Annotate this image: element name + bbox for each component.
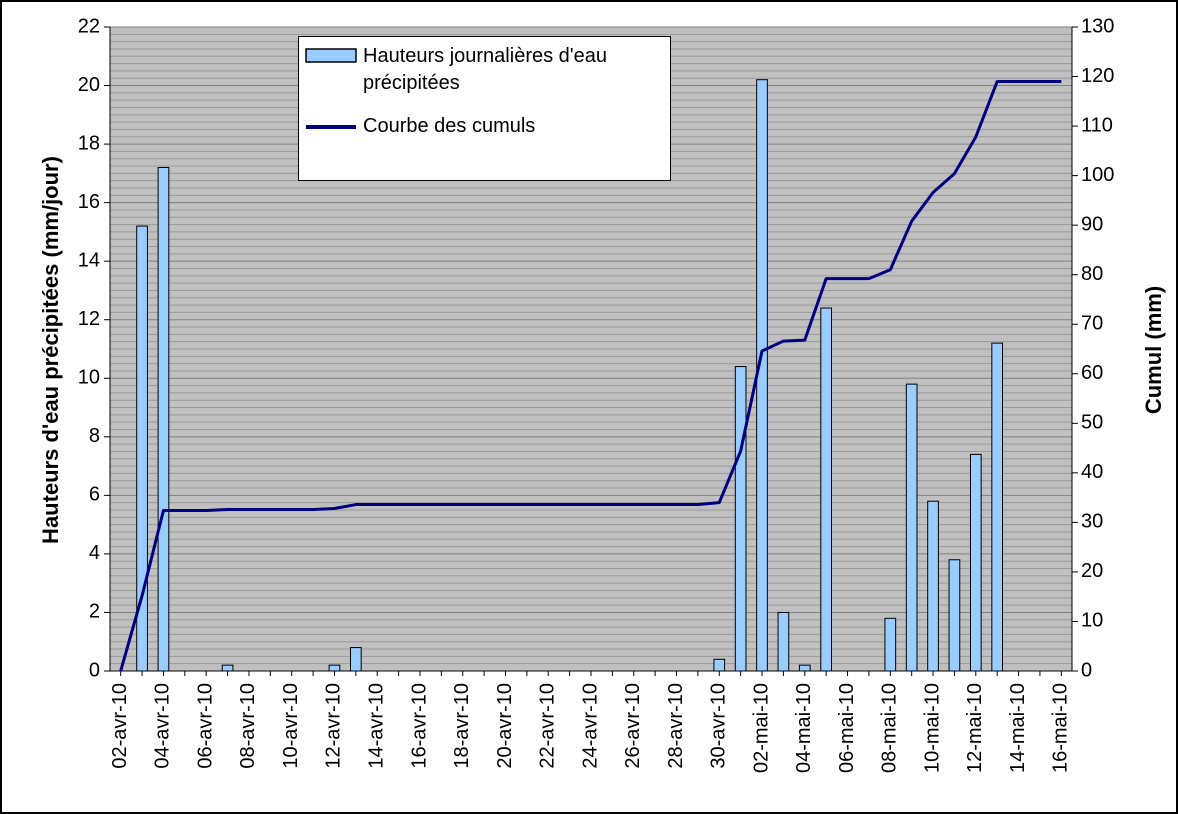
x-tick-label: 22-avr-10 — [537, 683, 559, 769]
y-tick-label: 12 — [78, 308, 100, 330]
y-tick-label: 18 — [78, 132, 100, 154]
x-tick-label: 06-mai-10 — [836, 683, 858, 773]
legend-label: Hauteurs journalières d'eau précipitées — [363, 45, 607, 94]
y2-tick-label: 120 — [1081, 65, 1114, 87]
x-tick-label: 30-avr-10 — [708, 683, 730, 769]
y-tick-label: 4 — [89, 542, 100, 564]
x-tick-label: 16-mai-10 — [1050, 683, 1072, 773]
x-tick-label: 20-avr-10 — [494, 683, 516, 769]
legend-bar-icon — [305, 48, 357, 63]
bar — [328, 664, 341, 672]
bar — [969, 453, 982, 672]
legend-swatch — [305, 48, 357, 63]
legend-label: Courbe des cumuls — [363, 115, 536, 137]
y2-tick-label: 30 — [1081, 511, 1103, 533]
y-tick-label: 10 — [78, 367, 100, 389]
x-tick-label: 02-avr-10 — [109, 683, 131, 769]
x-tick-label: 26-avr-10 — [622, 683, 644, 769]
y2-tick-label: 60 — [1081, 362, 1103, 384]
bar — [991, 342, 1004, 672]
bar — [820, 307, 832, 672]
y-axis-label: Hauteurs d'eau précipitées (mm/jour) — [38, 156, 63, 544]
y-tick-label: 14 — [78, 249, 100, 271]
legend: Hauteurs journalières d'eau précipitées … — [298, 36, 671, 181]
x-tick-label: 02-mai-10 — [750, 683, 772, 773]
x-tick-label: 04-mai-10 — [793, 683, 815, 773]
bar — [157, 167, 170, 672]
x-tick-label: 10-mai-10 — [921, 683, 943, 773]
bar — [777, 611, 790, 672]
y2-tick-label: 90 — [1081, 213, 1103, 235]
bar — [713, 658, 726, 672]
x-tick-label: 28-avr-10 — [665, 683, 687, 769]
y2-tick-label: 20 — [1081, 560, 1103, 582]
y2-tick-label: 130 — [1081, 15, 1114, 37]
y-tick-label: 6 — [89, 484, 100, 506]
x-tick-label: 06-avr-10 — [194, 683, 216, 769]
x-tick-label: 14-avr-10 — [366, 683, 388, 769]
bar — [927, 500, 939, 672]
y-tick-label: 16 — [78, 191, 100, 213]
legend-item: Courbe des cumuls — [299, 113, 668, 140]
bar — [734, 366, 747, 672]
bar — [798, 664, 811, 672]
y-tick-label: 0 — [89, 659, 100, 681]
y-tick-label: 20 — [78, 74, 100, 96]
legend-swatch — [306, 125, 356, 129]
x-tick-label: 18-avr-10 — [451, 683, 473, 769]
x-tick-label: 10-avr-10 — [280, 683, 302, 769]
x-tick-label: 16-avr-10 — [408, 683, 430, 769]
y2-tick-label: 50 — [1081, 412, 1103, 434]
y2-axis-label: Cumul (mm) — [1141, 286, 1166, 414]
x-tick-label: 08-mai-10 — [879, 683, 901, 773]
y-tick-label: 22 — [78, 15, 100, 37]
x-tick-label: 12-mai-10 — [964, 683, 986, 773]
bar — [884, 617, 897, 672]
y2-tick-label: 0 — [1081, 659, 1092, 681]
legend-item: Hauteurs journalières d'eau précipitées — [299, 43, 668, 97]
x-tick-label: 04-avr-10 — [152, 683, 174, 769]
bar — [905, 383, 918, 672]
y2-tick-label: 70 — [1081, 313, 1103, 335]
y-tick-label: 2 — [89, 601, 100, 623]
cumul-line — [119, 79, 1062, 672]
bar — [221, 664, 234, 672]
bar — [948, 559, 961, 672]
x-tick-label: 14-mai-10 — [1007, 683, 1029, 773]
x-tick-label: 08-avr-10 — [237, 683, 259, 769]
x-tick-label: 24-avr-10 — [579, 683, 601, 769]
bar — [136, 225, 148, 672]
y2-tick-label: 40 — [1081, 461, 1103, 483]
y2-tick-label: 80 — [1081, 263, 1103, 285]
y2-tick-label: 100 — [1081, 164, 1114, 186]
bar — [350, 647, 362, 672]
y2-tick-label: 10 — [1081, 610, 1103, 632]
y2-tick-label: 110 — [1081, 114, 1113, 136]
x-tick-label: 12-avr-10 — [323, 683, 345, 769]
y-tick-label: 8 — [89, 425, 100, 447]
